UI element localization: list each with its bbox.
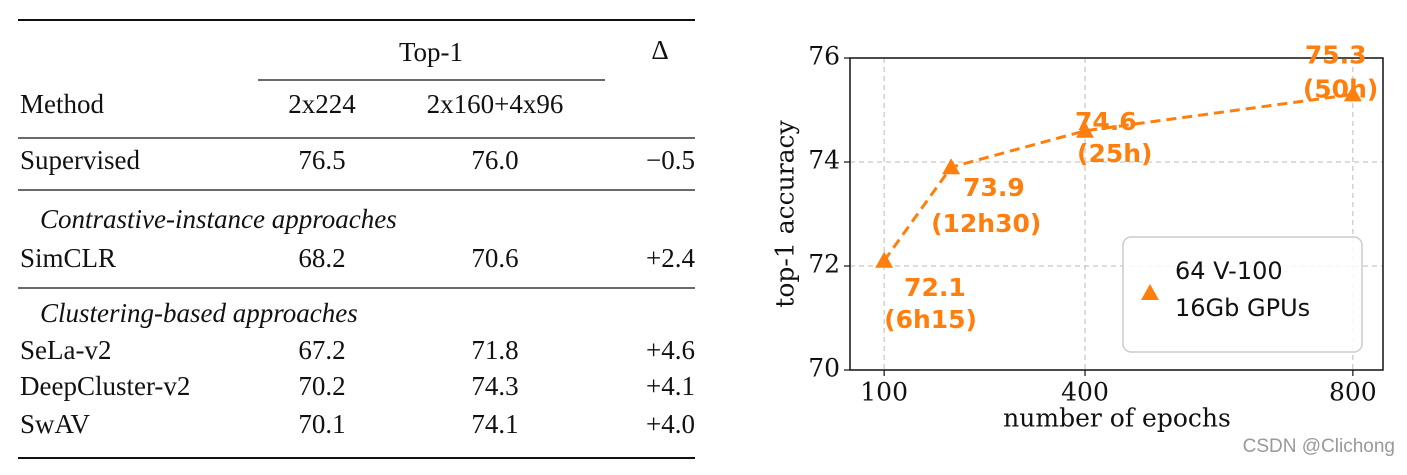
- method-cell: Supervised: [20, 145, 140, 175]
- value-cell: 76.5: [298, 145, 345, 175]
- method-cell: DeepCluster-v2: [20, 371, 190, 401]
- x-tick-label: 400: [1061, 378, 1109, 407]
- y-tick-label: 74: [808, 146, 840, 175]
- method-cell: SimCLR: [20, 243, 116, 273]
- x-axis-label: number of epochs: [1003, 404, 1231, 433]
- value-cell: +4.1: [646, 371, 695, 401]
- y-tick-label: 72: [808, 250, 840, 279]
- y-tick-label: 70: [808, 354, 840, 383]
- column-header: 2x224: [288, 89, 356, 119]
- marker: [1076, 121, 1095, 138]
- marker: [875, 251, 894, 268]
- value-cell: 76.0: [471, 145, 518, 175]
- value-label: 72.1: [904, 273, 966, 302]
- legend-marker: [1141, 284, 1159, 300]
- watermark: CSDN @Clichong: [1243, 436, 1395, 457]
- marker: [1343, 85, 1362, 102]
- data-line: [882, 92, 1354, 262]
- x-tick-label: 100: [860, 378, 908, 407]
- annotation: (6h15): [884, 305, 977, 334]
- section-title: Contrastive-instance approaches: [40, 204, 397, 234]
- value-cell: −0.5: [646, 145, 695, 175]
- value-cell: 71.8: [471, 335, 518, 365]
- plot-frame: [849, 57, 1384, 371]
- method-cell: SeLa-v2: [20, 335, 111, 365]
- annotation: (50h): [1303, 74, 1378, 103]
- value-label: 73.9: [963, 173, 1025, 202]
- value-cell: 68.2: [298, 243, 345, 273]
- value-cell: 67.2: [298, 335, 345, 365]
- section-title: Clustering-based approaches: [40, 298, 358, 328]
- value-label: 74.6: [1075, 107, 1137, 136]
- value-cell: 74.1: [471, 409, 518, 439]
- legend-label: 16Gb GPUs: [1175, 294, 1310, 322]
- value-cell: +2.4: [646, 243, 695, 273]
- chart: top-1 accuracy number of epochs 70 72 74 76…: [771, 40, 1384, 433]
- annotation: (12h30): [931, 209, 1041, 238]
- method-cell: SwAV: [20, 409, 91, 439]
- y-tick-label: 76: [808, 42, 840, 71]
- x-tick-label: 800: [1329, 378, 1377, 407]
- value-cell: +4.0: [646, 409, 695, 439]
- y-axis-label: top-1 accuracy: [771, 119, 800, 307]
- group-header: Top-1: [399, 37, 463, 67]
- value-label: 75.3: [1305, 40, 1367, 69]
- value-cell: 70.1: [298, 409, 345, 439]
- delta-header: Δ: [651, 35, 668, 65]
- value-cell: 74.3: [471, 371, 518, 401]
- rows: Supervised 76.5 76.0 −0.5 SimCLR 68.2 70.6 +2.4…: [20, 145, 695, 439]
- marker: [942, 158, 961, 175]
- annotation: (25h): [1077, 139, 1152, 168]
- value-cell: +4.6: [646, 335, 695, 365]
- legend-box: [1122, 236, 1363, 353]
- results-table: Top-1 Δ Method 2x224 2x160+4x96 Contrast…: [18, 19, 695, 459]
- value-cell: 70.6: [471, 243, 518, 273]
- column-header: 2x160+4x96: [427, 89, 564, 119]
- value-cell: 70.2: [298, 371, 345, 401]
- legend-label: 64 V-100: [1175, 257, 1283, 285]
- column-header: Method: [20, 89, 104, 119]
